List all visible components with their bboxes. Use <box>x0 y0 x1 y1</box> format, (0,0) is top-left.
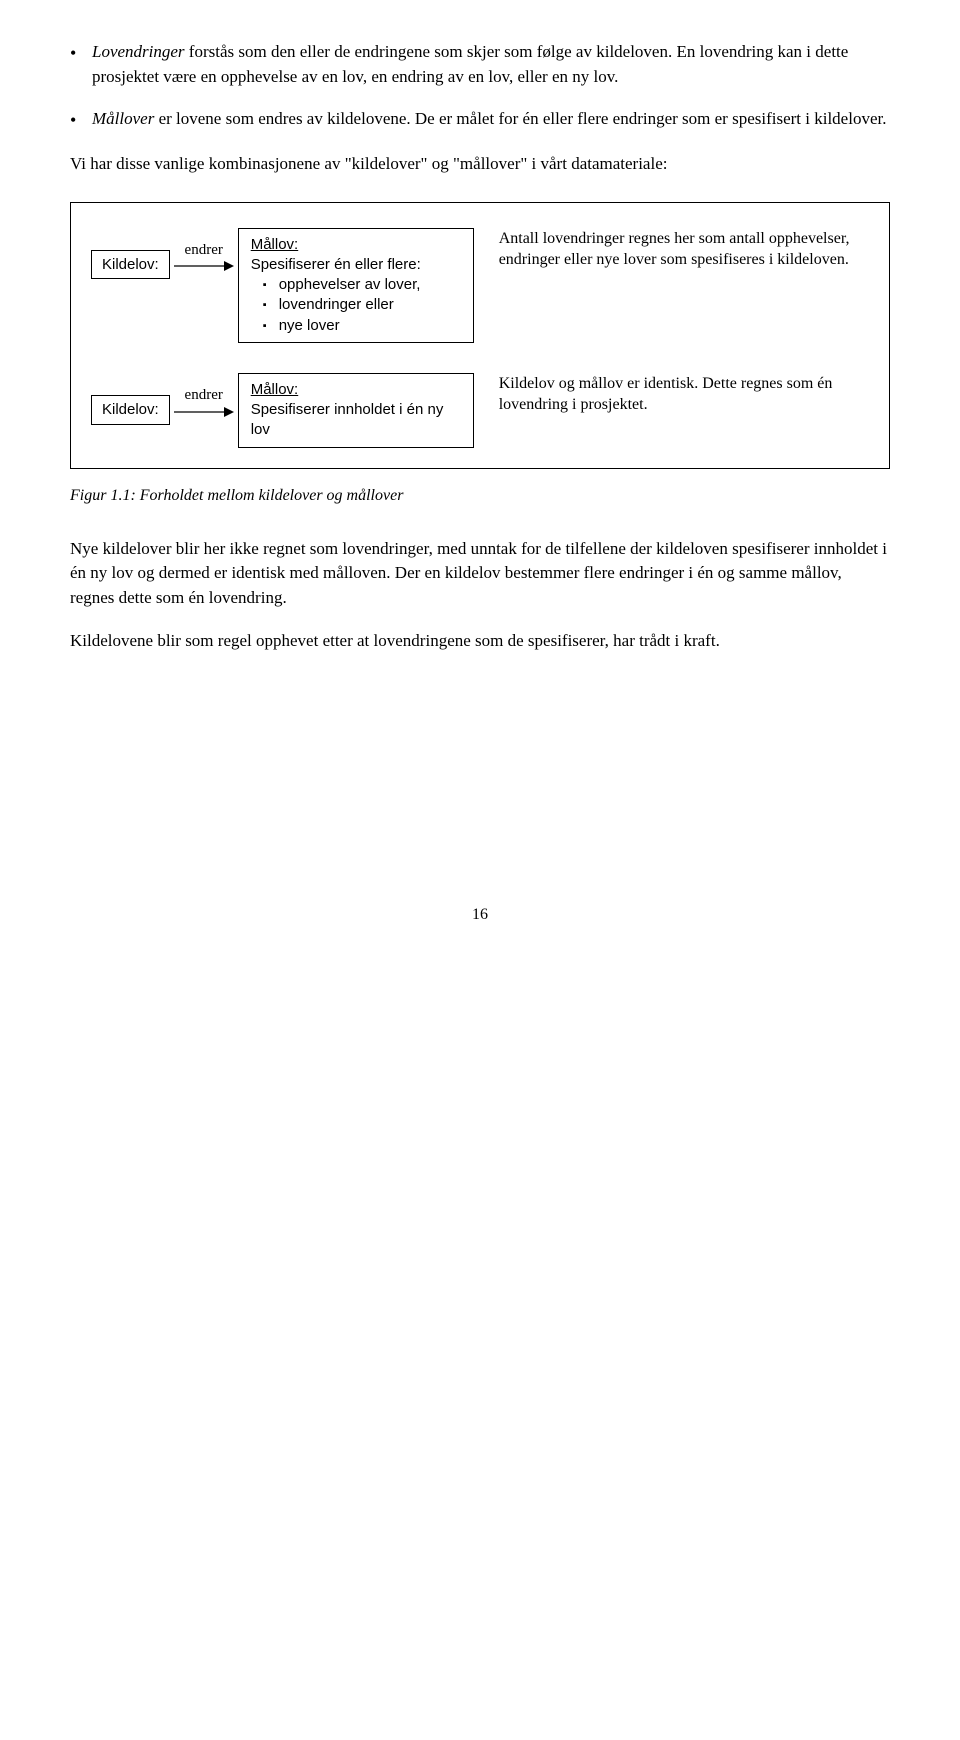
mallov-item: lovendringer eller <box>263 295 461 315</box>
definition-item: Mållover er lovene som endres av kildelo… <box>70 107 890 132</box>
page-number: 16 <box>70 903 890 926</box>
row-description: Antall lovendringer regnes her som antal… <box>499 228 869 271</box>
term: Lovendringer <box>92 42 185 61</box>
term-text: forstås som den eller de endringene som … <box>92 42 848 86</box>
mallov-box: Mållov: Spesifiserer én eller flere: opp… <box>238 228 474 343</box>
mallov-title: Mållov: <box>251 381 299 398</box>
arrow-label: endrer <box>185 385 223 407</box>
mallov-subtitle: Spesifiserer én eller flere: <box>251 256 421 273</box>
row-description: Kildelov og mållov er identisk. Dette re… <box>499 373 869 416</box>
diagram-row-1: Kildelov: endrer Mållov: Spesifiserer én… <box>91 228 869 343</box>
mallov-item: nye lover <box>263 316 461 336</box>
mallov-title: Mållov: <box>251 236 299 253</box>
term-text: er lovene som endres av kildelovene. De … <box>154 109 886 128</box>
definition-list: Lovendringer forstås som den eller de en… <box>70 40 890 132</box>
mallov-box: Mållov: Spesifiserer innholdet i én ny l… <box>238 373 474 448</box>
figure-caption: Figur 1.1: Forholdet mellom kildelover o… <box>70 484 890 507</box>
definition-item: Lovendringer forstås som den eller de en… <box>70 40 890 89</box>
arrow-column: endrer <box>174 373 234 419</box>
body-paragraph: Kildelovene blir som regel opphevet ette… <box>70 629 890 654</box>
arrow-column: endrer <box>174 228 234 274</box>
mallov-subtitle: Spesifiserer innholdet i én ny lov <box>251 401 444 438</box>
term: Mållover <box>92 109 154 128</box>
diagram-row-2: Kildelov: endrer Mållov: Spesifiserer in… <box>91 373 869 448</box>
arrow-icon <box>174 259 234 273</box>
arrow-label: endrer <box>185 240 223 262</box>
mallov-item: opphevelser av lover, <box>263 275 461 295</box>
intro-paragraph: Vi har disse vanlige kombinasjonene av "… <box>70 152 890 177</box>
kildelov-box: Kildelov: <box>91 250 170 280</box>
body-paragraph: Nye kildelover blir her ikke regnet som … <box>70 537 890 611</box>
kildelov-box: Kildelov: <box>91 395 170 425</box>
diagram-container: Kildelov: endrer Mållov: Spesifiserer én… <box>70 202 890 469</box>
arrow-icon <box>174 405 234 419</box>
mallov-item-list: opphevelser av lover, lovendringer eller… <box>251 275 461 336</box>
